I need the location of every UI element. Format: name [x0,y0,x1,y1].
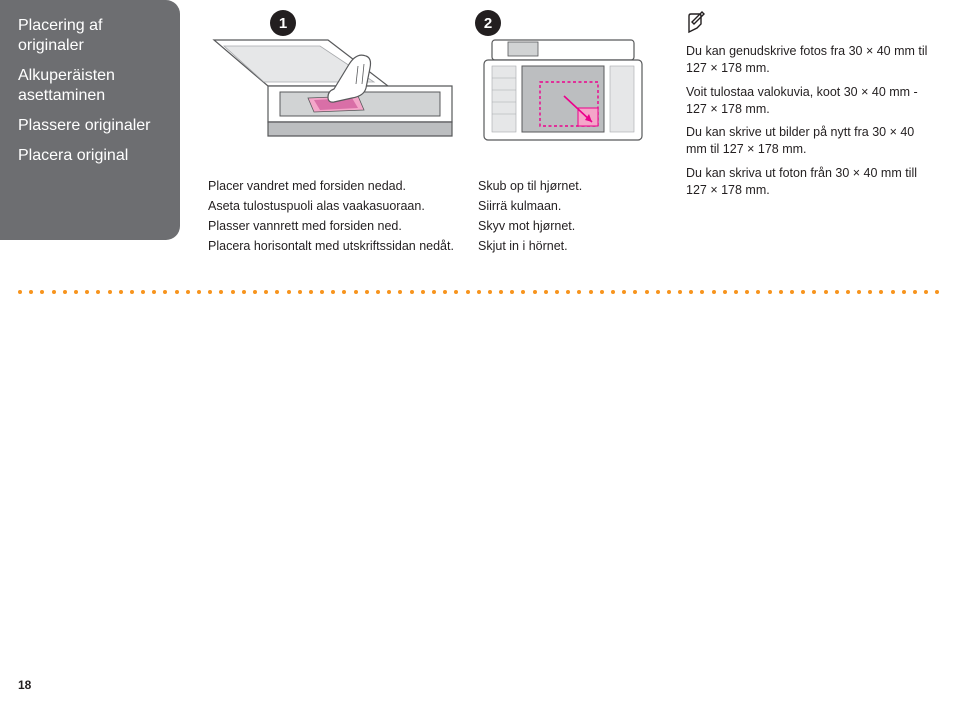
title-da: Placering af originaler [18,16,166,56]
note-box: Du kan genudskrive fotos fra 30 × 40 mm … [686,10,936,206]
step-1-badge: 1 [270,10,296,36]
page-number: 18 [18,678,31,692]
note-fi: Voit tulostaa valokuvia, koot 30 × 40 mm… [686,84,936,118]
caption-no: Plasser vannrett med forsiden ned. [208,218,456,235]
note-da: Du kan genudskrive fotos fra 30 × 40 mm … [686,43,936,77]
caption-sv: Skjut in i hörnet. [478,238,648,255]
pencil-note-icon [686,10,706,34]
title-no: Plassere originaler [18,116,166,136]
step-1-number: 1 [279,15,287,32]
caption-da: Skub op til hjørnet. [478,178,648,195]
note-sv: Du kan skriva ut foton från 30 × 40 mm t… [686,165,936,199]
illustration-printer-top [478,36,648,166]
divider-dots [18,290,942,296]
captions-step-1: Placer vandret med forsiden nedad. Aseta… [208,178,456,258]
step-2-number: 2 [484,15,492,32]
caption-no: Skyv mot hjørnet. [478,218,648,235]
illustration-scanner-flatbed [208,36,456,166]
captions-step-2: Skub op til hjørnet. Siirrä kulmaan. Sky… [478,178,648,258]
sidebar-title-block: Placering af originaler Alkuperäisten as… [0,0,180,240]
caption-fi: Aseta tulostuspuoli alas vaakasuoraan. [208,198,456,215]
caption-sv: Placera horisontalt med utskriftssidan n… [208,238,456,255]
step-2-badge: 2 [475,10,501,36]
caption-da: Placer vandret med forsiden nedad. [208,178,456,195]
title-sv: Placera original [18,146,166,166]
caption-fi: Siirrä kulmaan. [478,198,648,215]
note-no: Du kan skrive ut bilder på nytt fra 30 ×… [686,124,936,158]
title-fi: Alkuperäisten asettaminen [18,66,166,106]
